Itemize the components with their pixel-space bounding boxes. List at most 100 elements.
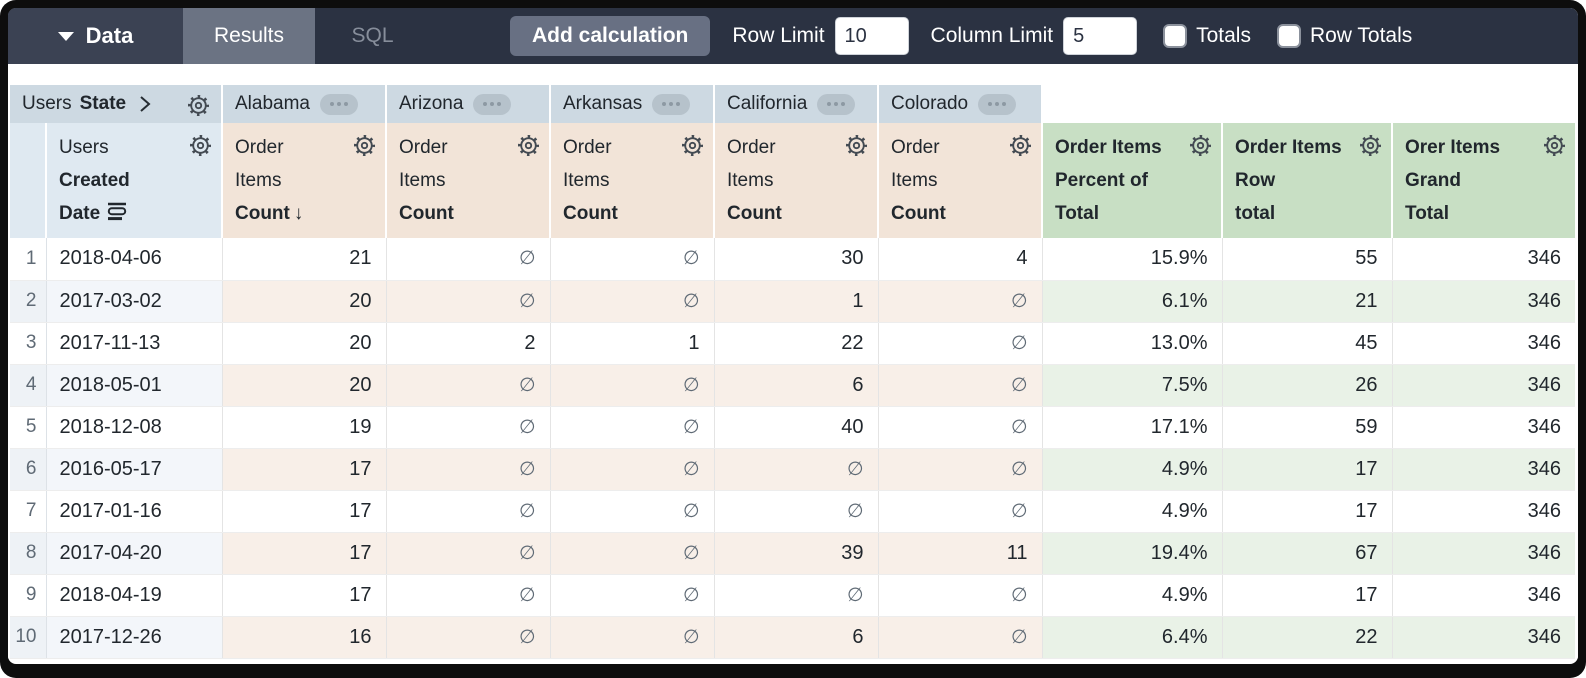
california-count-cell[interactable]: 22: [713, 322, 878, 365]
arizona-count-cell[interactable]: ∅: [385, 616, 550, 659]
california-count-cell[interactable]: ∅: [713, 574, 878, 617]
arizona-count-cell[interactable]: ∅: [385, 574, 550, 617]
arkansas-count-cell[interactable]: ∅: [549, 406, 714, 449]
gear-icon[interactable]: [352, 133, 377, 158]
gear-icon[interactable]: [1358, 133, 1383, 158]
california-count-cell[interactable]: ∅: [713, 448, 878, 491]
california-count-cell[interactable]: 30: [713, 238, 878, 281]
colorado-count-cell[interactable]: 4: [877, 238, 1042, 281]
alabama-count-cell[interactable]: 19: [221, 406, 386, 449]
grand-total-cell[interactable]: 346: [1391, 280, 1575, 323]
row-total-cell[interactable]: 26: [1221, 364, 1392, 407]
grand-total-cell[interactable]: 346: [1391, 616, 1575, 659]
created-date-cell[interactable]: 2017-11-13: [46, 322, 222, 365]
arizona-count-cell[interactable]: ∅: [385, 406, 550, 449]
percent-of-total-cell[interactable]: 6.4%: [1041, 616, 1222, 659]
arizona-count-cell[interactable]: 2: [385, 322, 550, 365]
alabama-count-cell[interactable]: 20: [221, 364, 386, 407]
gear-icon[interactable]: [844, 133, 869, 158]
row-total-cell[interactable]: 22: [1221, 616, 1392, 659]
percent-of-total-cell[interactable]: 4.9%: [1041, 574, 1222, 617]
users-created-date-header[interactable]: Users Created Date: [46, 123, 222, 238]
arkansas-count-cell[interactable]: 1: [549, 322, 714, 365]
percent-of-total-cell[interactable]: 17.1%: [1041, 406, 1222, 449]
colorado-count-cell[interactable]: ∅: [877, 364, 1042, 407]
state-options-icon[interactable]: [320, 93, 358, 115]
arizona-count-cell[interactable]: ∅: [385, 364, 550, 407]
arkansas-count-cell[interactable]: ∅: [549, 280, 714, 323]
california-count-cell[interactable]: 39: [713, 532, 878, 575]
grand-total-cell[interactable]: 346: [1391, 406, 1575, 449]
percent-of-total-cell[interactable]: 6.1%: [1041, 280, 1222, 323]
row-total-header[interactable]: Order Items Row total: [1221, 123, 1392, 238]
arizona-count-cell[interactable]: ∅: [385, 280, 550, 323]
pivot-value-arizona[interactable]: Arizona: [385, 85, 550, 123]
grand-total-cell[interactable]: 346: [1391, 448, 1575, 491]
add-calculation-button[interactable]: Add calculation: [510, 16, 711, 56]
percent-of-total-cell[interactable]: 4.9%: [1041, 448, 1222, 491]
alabama-count-cell[interactable]: 17: [221, 490, 386, 533]
pivot-value-colorado[interactable]: Colorado: [877, 85, 1042, 123]
arkansas-count-cell[interactable]: ∅: [549, 238, 714, 281]
state-options-icon[interactable]: [817, 93, 856, 115]
row-total-cell[interactable]: 67: [1221, 532, 1392, 575]
percent-of-total-cell[interactable]: 19.4%: [1041, 532, 1222, 575]
colorado-count-cell[interactable]: ∅: [877, 448, 1042, 491]
created-date-cell[interactable]: 2018-05-01: [46, 364, 222, 407]
row-limit-input[interactable]: [834, 17, 909, 55]
arizona-count-cell[interactable]: ∅: [385, 490, 550, 533]
grand-total-cell[interactable]: 346: [1391, 532, 1575, 575]
created-date-cell[interactable]: 2018-04-06: [46, 238, 222, 281]
order-items-count-header-alabama[interactable]: Order Items Count ↓: [221, 123, 386, 238]
gear-icon[interactable]: [1008, 133, 1033, 158]
row-total-cell[interactable]: 45: [1221, 322, 1392, 365]
arkansas-count-cell[interactable]: ∅: [549, 574, 714, 617]
colorado-count-cell[interactable]: ∅: [877, 574, 1042, 617]
tab-data[interactable]: Data: [8, 8, 183, 64]
row-total-cell[interactable]: 21: [1221, 280, 1392, 323]
created-date-cell[interactable]: 2017-12-26: [46, 616, 222, 659]
gear-icon[interactable]: [516, 133, 541, 158]
arizona-count-cell[interactable]: ∅: [385, 448, 550, 491]
created-date-cell[interactable]: 2016-05-17: [46, 448, 222, 491]
gear-icon[interactable]: [188, 133, 213, 158]
gear-icon[interactable]: [186, 93, 211, 118]
alabama-count-cell[interactable]: 20: [221, 280, 386, 323]
arizona-count-cell[interactable]: ∅: [385, 532, 550, 575]
row-totals-check-group[interactable]: Row Totals: [1276, 24, 1412, 48]
order-items-count-header-arizona[interactable]: Order Items Count: [385, 123, 550, 238]
arkansas-count-cell[interactable]: ∅: [549, 532, 714, 575]
tab-sql[interactable]: SQL: [315, 8, 430, 64]
gear-icon[interactable]: [1542, 133, 1567, 158]
percent-of-total-header[interactable]: Order Items Percent of Total: [1041, 123, 1222, 238]
alabama-count-cell[interactable]: 16: [221, 616, 386, 659]
created-date-cell[interactable]: 2017-01-16: [46, 490, 222, 533]
colorado-count-cell[interactable]: ∅: [877, 490, 1042, 533]
pivot-dimension-header[interactable]: Users State: [10, 85, 222, 123]
created-date-cell[interactable]: 2018-12-08: [46, 406, 222, 449]
colorado-count-cell[interactable]: ∅: [877, 280, 1042, 323]
grand-total-cell[interactable]: 346: [1391, 322, 1575, 365]
order-items-count-header-colorado[interactable]: Order Items Count: [877, 123, 1042, 238]
grand-total-header[interactable]: Orer Items Grand Total: [1391, 123, 1575, 238]
arkansas-count-cell[interactable]: ∅: [549, 490, 714, 533]
arkansas-count-cell[interactable]: ∅: [549, 448, 714, 491]
column-limit-input[interactable]: [1063, 17, 1138, 55]
pivot-value-alabama[interactable]: Alabama: [221, 85, 386, 123]
colorado-count-cell[interactable]: ∅: [877, 616, 1042, 659]
california-count-cell[interactable]: ∅: [713, 490, 878, 533]
arkansas-count-cell[interactable]: ∅: [549, 616, 714, 659]
alabama-count-cell[interactable]: 17: [221, 574, 386, 617]
row-total-cell[interactable]: 17: [1221, 490, 1392, 533]
row-total-cell[interactable]: 17: [1221, 574, 1392, 617]
row-total-cell[interactable]: 59: [1221, 406, 1392, 449]
grand-total-cell[interactable]: 346: [1391, 490, 1575, 533]
alabama-count-cell[interactable]: 20: [221, 322, 386, 365]
grand-total-cell[interactable]: 346: [1391, 574, 1575, 617]
grand-total-cell[interactable]: 346: [1391, 238, 1575, 281]
row-totals-checkbox[interactable]: [1276, 24, 1301, 48]
california-count-cell[interactable]: 6: [713, 364, 878, 407]
alabama-count-cell[interactable]: 17: [221, 448, 386, 491]
arizona-count-cell[interactable]: ∅: [385, 238, 550, 281]
created-date-cell[interactable]: 2017-03-02: [46, 280, 222, 323]
